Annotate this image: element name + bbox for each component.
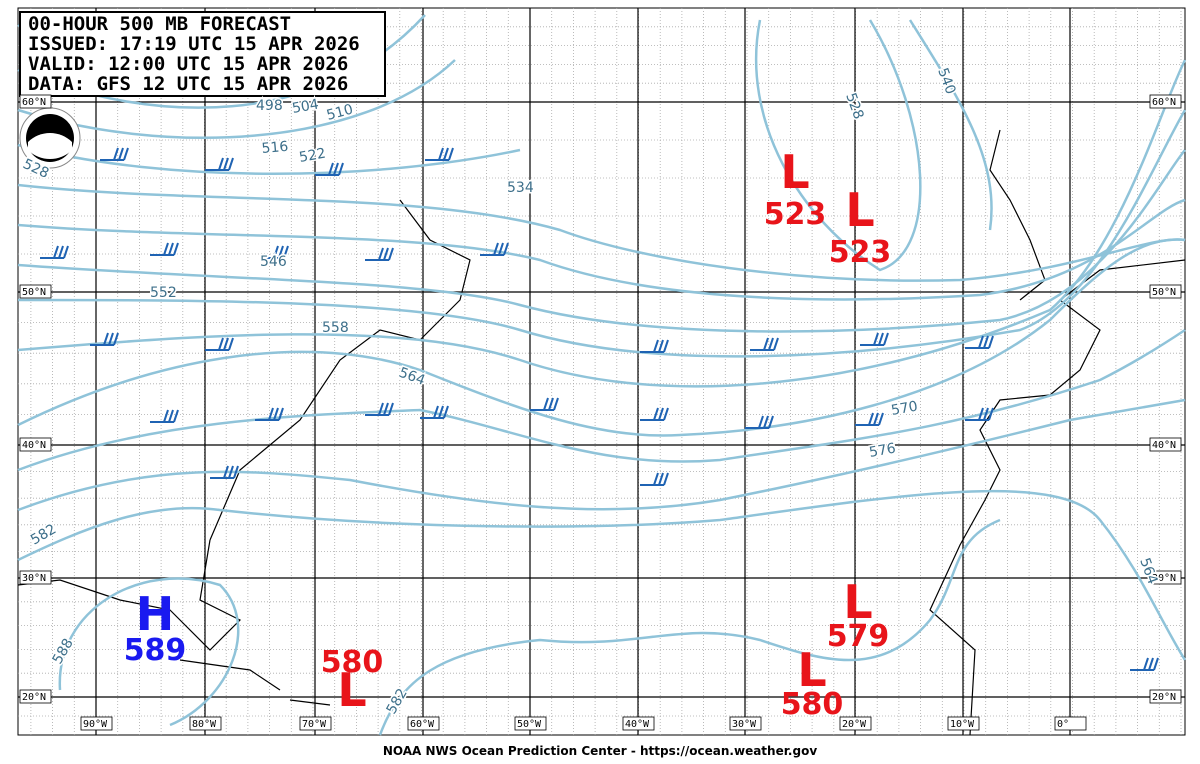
- contour-label: 498: [256, 98, 283, 114]
- lon-label: 20°W: [842, 719, 867, 730]
- lat-label: 30°N: [1152, 573, 1176, 584]
- lon-label: 30°W: [732, 719, 757, 730]
- contour-label: 534: [507, 180, 534, 196]
- contour-label: 552: [150, 285, 177, 301]
- lat-label: 40°N: [22, 440, 46, 451]
- header-line: DATA: GFS 12 UTC 15 APR 2026: [28, 73, 348, 95]
- lon-label: 90°W: [83, 719, 108, 730]
- lat-label: 60°N: [22, 97, 46, 108]
- lon-label-box: [407, 716, 440, 731]
- center-symbol: L: [337, 663, 366, 717]
- contour-label: 576: [868, 441, 897, 461]
- lat-label-box: [19, 570, 52, 585]
- lon-label: 60°W: [410, 719, 435, 730]
- center-symbol: L: [845, 183, 874, 237]
- center-value: 589: [124, 633, 187, 668]
- lat-label-box: [19, 437, 52, 452]
- center-value: 579: [827, 619, 890, 654]
- lon-label-box: [622, 716, 655, 731]
- lat-label: 50°N: [22, 287, 46, 298]
- lat-label-box: [1149, 94, 1182, 109]
- lat-label: 50°N: [1152, 287, 1176, 298]
- lat-label-box: [1149, 437, 1182, 452]
- noaa-logo: [19, 107, 81, 169]
- header-line: VALID: 12:00 UTC 15 APR 2026: [28, 53, 348, 75]
- lat-label: 40°N: [1152, 440, 1176, 451]
- contour-label: 516: [261, 139, 289, 157]
- lat-label: 20°N: [1152, 692, 1176, 703]
- center-value: 523: [764, 197, 827, 232]
- lat-label-box: [19, 689, 52, 704]
- center-value: 580: [781, 687, 844, 722]
- lat-label: 30°N: [22, 573, 46, 584]
- lon-label: 50°W: [517, 719, 542, 730]
- contour-label: 504: [291, 97, 320, 117]
- center-value: 523: [829, 235, 892, 270]
- header-box: [19, 11, 386, 97]
- center-value: 580: [321, 645, 384, 680]
- center-symbol: H: [136, 587, 175, 641]
- lon-label: 10°W: [950, 719, 975, 730]
- lat-label-box: [19, 94, 52, 109]
- lat-label: 60°N: [1152, 97, 1176, 108]
- lon-label-box: [729, 716, 762, 731]
- lon-label: 0°: [1057, 719, 1069, 730]
- grid: [18, 8, 1185, 735]
- lon-label-box: [947, 716, 980, 731]
- contour-label: 570: [890, 399, 919, 419]
- lon-label-box: [1054, 716, 1087, 731]
- map-frame: [17, 7, 1186, 736]
- center-symbol: L: [797, 643, 826, 697]
- lat-label-box: [1149, 689, 1182, 704]
- lon-label-box: [514, 716, 547, 731]
- lat-label-box: [1149, 284, 1182, 299]
- lon-label-box: [80, 716, 113, 731]
- contour-label: 546: [260, 254, 287, 270]
- lon-label: 70°W: [302, 719, 327, 730]
- lon-label-box: [299, 716, 332, 731]
- lon-label: 80°W: [192, 719, 217, 730]
- center-symbol: L: [780, 145, 809, 199]
- center-symbol: L: [843, 575, 872, 629]
- lon-label: 40°W: [625, 719, 650, 730]
- contour-label: 558: [322, 320, 349, 336]
- footer: NOAA NWS Ocean Prediction Center - https…: [383, 744, 817, 758]
- lon-label-box: [839, 716, 872, 731]
- header-line: 00-HOUR 500 MB FORECAST: [28, 13, 291, 35]
- contour-label: 522: [298, 146, 327, 166]
- lat-label-box: [1149, 570, 1182, 585]
- header-line: ISSUED: 17:19 UTC 15 APR 2026: [28, 33, 360, 55]
- lat-label-box: [19, 284, 52, 299]
- lon-label-box: [189, 716, 222, 731]
- lat-label: 20°N: [22, 692, 46, 703]
